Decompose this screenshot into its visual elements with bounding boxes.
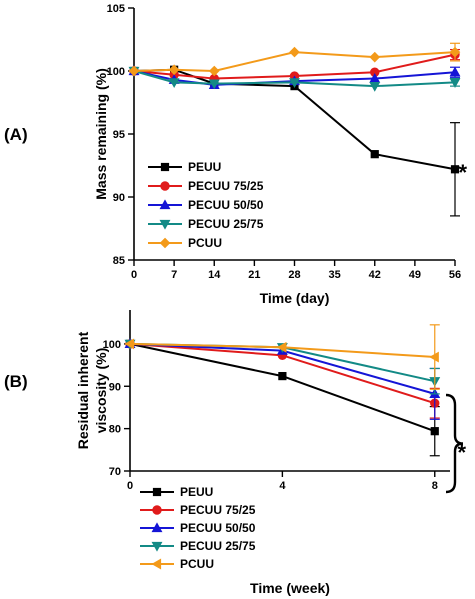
legend-label: PECUU 25/75 [180, 539, 256, 553]
legend-marker [152, 487, 162, 497]
y-tick-label: 80 [109, 424, 121, 436]
legend-marker [159, 199, 171, 210]
series-line [133, 53, 456, 80]
x-axis-label: Time (day) [260, 290, 330, 306]
y-tick-label: 105 [107, 3, 125, 15]
legend-marker [160, 162, 170, 172]
x-axis-label: Time (week) [250, 580, 330, 596]
legend-entry: PCUU [148, 236, 222, 250]
panel-label: (A) [4, 125, 28, 144]
legend-marker [152, 505, 162, 515]
significance-star: * [458, 160, 467, 185]
data-point [449, 78, 461, 88]
legend-marker [160, 181, 170, 191]
legend-marker [159, 237, 171, 249]
legend-marker [151, 541, 163, 552]
legend-marker [159, 219, 171, 230]
data-point [369, 51, 381, 63]
legend-label: PCUU [180, 557, 214, 571]
legend-entry: PECUU 50/50 [140, 521, 256, 535]
data-point [168, 78, 180, 88]
series-pcuu [124, 324, 440, 390]
legend-label: PEUU [188, 160, 221, 174]
x-tick-label: 0 [131, 269, 137, 281]
legend-entry: PECUU 25/75 [148, 217, 264, 231]
legend-label: PECUU 25/75 [188, 217, 264, 231]
x-tick-label: 14 [208, 269, 221, 281]
y-tick-label: 90 [113, 192, 125, 204]
data-point [278, 371, 287, 381]
y-axis-label: viscosity (%) [93, 348, 109, 434]
series-peuu [129, 65, 460, 217]
x-tick-label: 49 [409, 269, 421, 281]
series-pcuu [128, 42, 461, 77]
legend-entry: PECUU 75/25 [148, 179, 264, 193]
data-point [429, 351, 439, 363]
legend-label: PECUU 75/25 [180, 503, 256, 517]
legend-label: PECUU 75/25 [188, 179, 264, 193]
legend-entry: PECUU 75/25 [140, 503, 256, 517]
x-tick-label: 35 [329, 269, 341, 281]
x-tick-label: 8 [432, 480, 438, 492]
series-line [133, 51, 456, 73]
chart-panel-2: 70 80 90 100 0 4 8 Time (week) Residual inherent… [4, 310, 466, 596]
y-axis-label: Mass remaining (%) [93, 68, 109, 199]
significance-brace [445, 393, 464, 494]
legend-label: PCUU [188, 236, 222, 250]
data-point [128, 65, 140, 77]
x-tick-label: 7 [171, 269, 177, 281]
y-tick-label: 100 [107, 66, 125, 78]
y-tick-label: 95 [113, 129, 125, 141]
data-point [289, 46, 300, 58]
data-point [449, 66, 461, 77]
x-tick-label: 28 [288, 269, 300, 281]
legend-marker [151, 558, 162, 570]
legend-entry: PEUU [140, 485, 213, 499]
legend-label: PECUU 50/50 [180, 521, 256, 535]
chart-panel-1: 85 90 95 100 105 0 7 14 21 28 35 42 49 56 Time (day) Ma… [4, 3, 467, 306]
x-tick-label: 0 [127, 480, 133, 492]
data-point [276, 341, 287, 353]
x-tick-label: 4 [279, 480, 286, 492]
y-tick-label: 70 [109, 466, 121, 478]
data-point [289, 78, 300, 88]
data-point [124, 338, 135, 350]
legend-entry: PECUU 25/75 [140, 539, 256, 553]
y-tick-label: 90 [109, 381, 121, 393]
significance-star: * [457, 440, 466, 465]
legend-entry: PEUU [148, 160, 221, 174]
data-point [208, 65, 220, 77]
y-tick-label: 85 [113, 255, 125, 267]
legend-label: PEUU [180, 485, 213, 499]
data-point [208, 79, 220, 90]
legend-entry: PCUU [140, 557, 214, 571]
data-point [369, 82, 381, 92]
data-point [370, 150, 379, 159]
legend-entry: PECUU 50/50 [148, 198, 264, 212]
y-tick-label: 100 [103, 339, 121, 351]
y-axis-label: Residual inherent [75, 331, 91, 449]
panel-label: (B) [4, 372, 28, 391]
data-point [168, 64, 180, 76]
legend-marker [151, 522, 163, 533]
data-point [430, 427, 439, 436]
legend-label: PECUU 50/50 [188, 198, 264, 212]
data-point [450, 165, 460, 174]
data-point [449, 46, 461, 58]
x-tick-label: 56 [449, 269, 461, 281]
x-tick-label: 21 [248, 269, 260, 281]
x-tick-label: 42 [369, 269, 381, 281]
series-line [133, 70, 456, 88]
